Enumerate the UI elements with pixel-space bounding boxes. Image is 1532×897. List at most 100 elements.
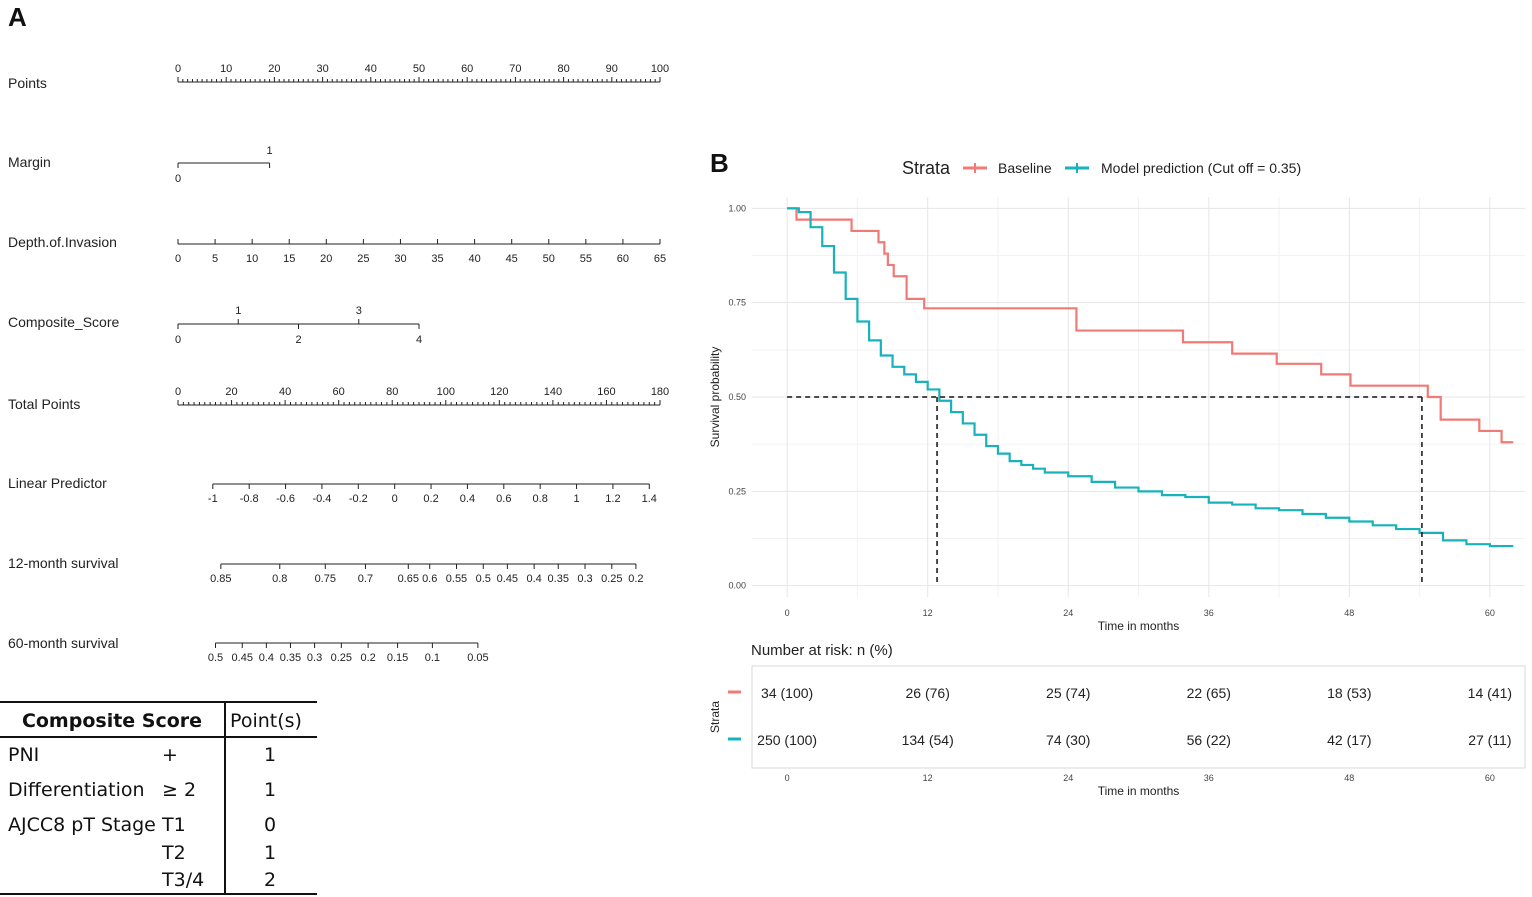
nomogram-row-linear-predictor: Linear Predictor -1 -0.8 -0.6 -0.4 -0.2 0 0.2 0.… — [8, 475, 657, 505]
nomogram-row-12-month-survival: 12-month survival 0.85 0.8 0.75 0.7 0.65 0.6 0.… — [8, 555, 644, 585]
nomogram-tick-label: 30 — [316, 63, 328, 75]
table-cell-level: T2 — [161, 842, 186, 864]
nomogram-tick-label: 0.45 — [497, 573, 518, 585]
table-cell-level: T3/4 — [161, 869, 204, 891]
nomogram-variable-label: Composite_Score — [8, 314, 119, 330]
table-row: T3/4 2 — [161, 869, 276, 891]
nomogram-tick-label: 0.3 — [577, 573, 592, 585]
nomogram-tick-label: 80 — [557, 63, 569, 75]
risk-cell: 27 (11) — [1468, 732, 1511, 748]
y-tick-label: 0.25 — [728, 486, 746, 496]
nomogram-tick-label: 1 — [235, 305, 241, 317]
nomogram-row-points: Points 0 10 20 30 40 50 60 70 80 90 100 — [8, 63, 669, 91]
nomogram-tick-label: 40 — [468, 253, 480, 265]
nomogram-tick-label: 0.85 — [210, 573, 231, 585]
nomogram-variable-label: Depth.of.Invasion — [8, 234, 117, 250]
nomogram-tick-label: 65 — [654, 253, 666, 265]
table-cell-item: PNI — [8, 744, 39, 766]
nomogram-tick-label: 60 — [461, 63, 473, 75]
y-axis-title: Survival probability — [708, 347, 722, 448]
table-rows: PNI +1 Differentiation ≥ 2 1 AJCC8 pT Stage T1… — [8, 744, 276, 891]
nomogram-tick-label: 0.6 — [422, 573, 437, 585]
y-tick-label: 0.75 — [728, 298, 746, 308]
nomogram-tick-label: -0.8 — [240, 493, 259, 505]
nomogram-tick-label: -0.6 — [276, 493, 295, 505]
nomogram-tick-label: 0.35 — [280, 652, 301, 664]
legend-entry: Baseline — [963, 160, 1052, 176]
legend-entry: Model prediction (Cut off = 0.35) — [1065, 160, 1301, 176]
nomogram-tick-label: 0.4 — [526, 573, 541, 585]
nomogram-tick-label: 15 — [283, 253, 295, 265]
nomogram-row-total-points: Total Points 0 20 40 60 80 100 120 140 160 180 — [8, 386, 669, 412]
table-cell-points: 1 — [264, 744, 276, 766]
nomogram-tick-label: 0.1 — [425, 652, 440, 664]
nomogram-tick-label: 0.25 — [331, 652, 352, 664]
nomogram-tick-label: 0.4 — [259, 652, 274, 664]
nomogram-tick-label: 0.2 — [360, 652, 375, 664]
table-row: AJCC8 pT Stage T1 0 — [8, 814, 276, 836]
nomogram-tick-label: 10 — [246, 253, 258, 265]
nomogram-variable-label: Points — [8, 75, 47, 91]
table-header-points: Point(s) — [230, 710, 302, 732]
nomogram-row-composite-score: Composite_Score 0 1 2 3 4 — [8, 305, 422, 346]
nomogram-tick-label: 50 — [413, 63, 425, 75]
table-cell-level: T1 — [161, 814, 186, 836]
nomogram-tick-label: 0.15 — [387, 652, 408, 664]
table-cell-points: 1 — [264, 779, 276, 801]
y-tick-label: 0.50 — [728, 392, 746, 402]
nomogram-tick-label: 0.6 — [496, 493, 511, 505]
nomogram-tick-label: 70 — [509, 63, 521, 75]
risk-table-row: 250 (100) 134 (54) 74 (30) 56 (22) 42 (17) 27… — [728, 732, 1512, 748]
risk-x-axis-title: Time in months — [1098, 784, 1180, 798]
nomogram-tick-label: 45 — [506, 253, 518, 265]
risk-cell: 56 (22) — [1187, 732, 1231, 748]
table-cell-level: + — [162, 744, 178, 766]
table-row: Differentiation ≥ 2 1 — [8, 779, 276, 801]
nomogram-variable-label: Margin — [8, 154, 51, 170]
table-cell-points: 2 — [264, 869, 276, 891]
y-tick-label: 0.00 — [728, 581, 746, 591]
nomogram-variable-label: 12-month survival — [8, 555, 119, 571]
nomogram-tick-label: 20 — [268, 63, 280, 75]
nomogram-tick-label: 0.2 — [423, 493, 438, 505]
x-tick-label: 48 — [1344, 608, 1354, 618]
km-curve-baseline — [787, 207, 1514, 444]
table-row: T2 1 — [161, 842, 276, 864]
nomogram-tick-label: 1 — [267, 145, 273, 157]
nomogram-tick-label: 0.2 — [628, 573, 643, 585]
nomogram-tick-label: 0.45 — [232, 652, 253, 664]
risk-cell: 74 (30) — [1046, 732, 1090, 748]
nomogram-tick-label: 0.35 — [548, 573, 569, 585]
risk-cell: 250 (100) — [757, 732, 817, 748]
nomogram-tick-label: 25 — [357, 253, 369, 265]
nomogram-tick-label: 5 — [212, 253, 218, 265]
nomogram-tick-label: 1.4 — [642, 493, 657, 505]
nomogram-tick-label: 20 — [320, 253, 332, 265]
table-header-composite: Composite Score — [22, 710, 202, 732]
table-row: PNI +1 — [8, 744, 276, 766]
nomogram-tick-label: 0.4 — [460, 493, 475, 505]
nomogram-tick-label: 0 — [392, 493, 398, 505]
risk-table-title: Number at risk: n (%) — [751, 642, 893, 659]
nomogram-tick-label: 0.5 — [208, 652, 223, 664]
nomogram-tick-label: 0 — [175, 253, 181, 265]
table-cell-item: Differentiation — [8, 779, 145, 801]
nomogram-tick-label: 4 — [416, 334, 422, 346]
nomogram-variable-label: 60-month survival — [8, 635, 119, 651]
risk-table-y-title: Strata — [708, 701, 722, 733]
nomogram-tick-label: 0.8 — [272, 573, 287, 585]
risk-x-tick-label: 24 — [1063, 773, 1073, 783]
nomogram-variable-label: Linear Predictor — [8, 475, 107, 491]
nomogram-tick-label: 1.2 — [605, 493, 620, 505]
nomogram-tick-label: 35 — [431, 253, 443, 265]
table-cell-points: 1 — [264, 842, 276, 864]
risk-x-tick-label: 12 — [923, 773, 933, 783]
nomogram-row-margin: Margin 0 1 — [8, 145, 273, 185]
nomogram-tick-label: 60 — [333, 386, 345, 398]
panel-a-letter: A — [8, 2, 27, 32]
nomogram-tick-label: 30 — [394, 253, 406, 265]
risk-cell: 34 (100) — [761, 685, 813, 701]
nomogram-tick-label: 20 — [225, 386, 237, 398]
